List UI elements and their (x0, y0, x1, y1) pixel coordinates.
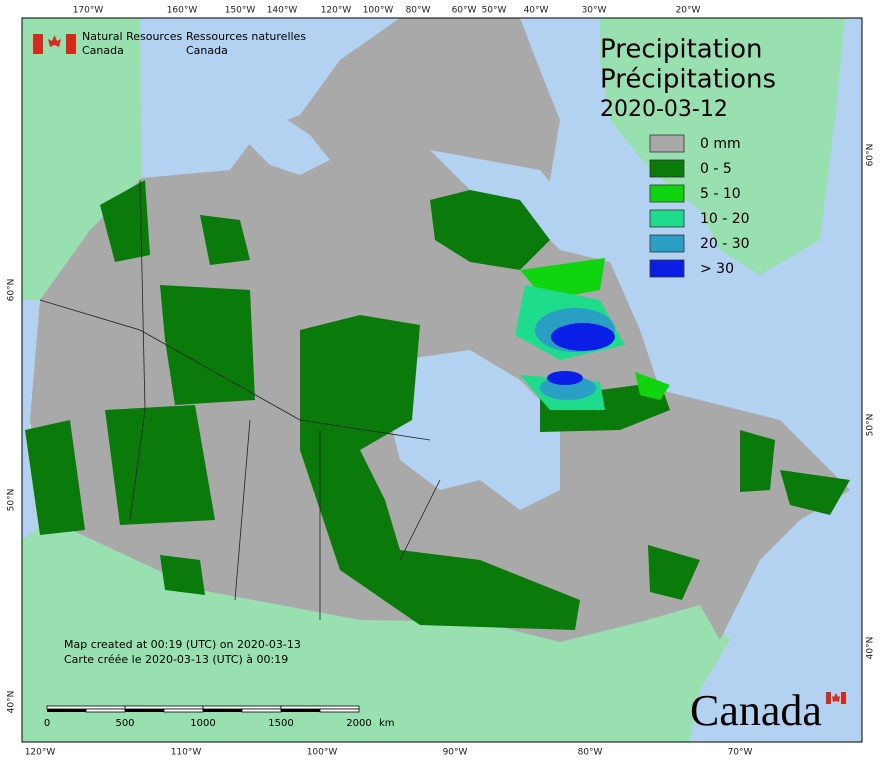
graticule-label: 50°N (7, 489, 17, 512)
graticule-label: 50°N (866, 414, 876, 437)
graticule-label: 160°W (167, 6, 198, 16)
graticule-label: 90°W (443, 748, 468, 758)
graticule-label: 100°W (363, 6, 394, 16)
graticule-label: 140°W (267, 6, 298, 16)
legend-label: 10 - 20 (700, 211, 750, 227)
title-en: Precipitation (600, 35, 763, 65)
wordmark: Canada (690, 686, 846, 735)
graticule-label: 170°W (73, 6, 104, 16)
title-date: 2020-03-12 (600, 97, 728, 122)
scale-segment (125, 709, 164, 712)
legend-swatch (649, 209, 685, 228)
scale-label: 1500 (268, 718, 293, 729)
graticule-label: 20°W (676, 6, 701, 16)
flag-bar (826, 692, 831, 704)
scale-segment (319, 708, 360, 713)
borders (39, 179, 441, 620)
frame (21, 17, 863, 743)
graticule-label: 120°W (25, 748, 56, 758)
flag-bar (66, 34, 76, 54)
legend-swatch (649, 259, 685, 278)
scale-segment (203, 709, 242, 712)
graticule-label: 60°N (7, 279, 17, 302)
scale-segment (124, 705, 204, 710)
graticule-label: 100°W (307, 748, 338, 758)
graticule-label: 110°W (171, 748, 202, 758)
scale-segment (163, 708, 204, 713)
precip-over-30 (547, 371, 583, 385)
scale-segment (241, 708, 282, 713)
legend-label: 0 mm (700, 136, 741, 152)
graticule-label: 70°W (728, 748, 753, 758)
legend-swatch (649, 134, 685, 153)
graticule-label: 150°W (225, 6, 256, 16)
legend-swatch (649, 234, 685, 253)
legend-label: 5 - 10 (700, 186, 741, 202)
agency-logo (33, 34, 76, 54)
graticule-label: 80°W (406, 6, 431, 16)
map-frame (21, 17, 863, 743)
credit: Carte créée le 2020-03-13 (UTC) à 00:19 (64, 653, 288, 666)
graticule-label: 30°W (582, 6, 607, 16)
maple-leaf (832, 693, 840, 702)
credit: Map created at 00:19 (UTC) on 2020-03-13 (64, 638, 301, 651)
graticule-label: 40°W (524, 6, 549, 16)
graticule-label: 60°N (866, 144, 876, 167)
scale-segment (47, 709, 86, 712)
graticule-label: 40°N (7, 691, 17, 714)
scale-label: 500 (115, 718, 134, 729)
agency-fr: Ressources naturelles (186, 30, 306, 43)
canada (30, 18, 850, 642)
hudson-bay (390, 350, 560, 510)
graticule-label: 120°W (321, 6, 352, 16)
greenland (600, 18, 845, 275)
alaska (22, 18, 142, 300)
title-fr: Précipitations (600, 65, 776, 95)
agency-en: Natural Resources (82, 30, 183, 43)
arctic-channel (245, 110, 330, 175)
agency-en: Canada (82, 44, 124, 57)
scale-segment (202, 705, 282, 710)
scale-label: 2000 (346, 718, 371, 729)
scale-segment (46, 705, 126, 710)
graticule-label: 50°W (482, 6, 507, 16)
flag-bar (33, 34, 43, 54)
maple-leaf (48, 35, 61, 47)
scale-unit: km (379, 718, 395, 729)
graticule-label: 80°W (578, 748, 603, 758)
scale-label: 1000 (190, 718, 215, 729)
united-states (22, 520, 730, 742)
scale-segment (280, 705, 360, 710)
graticule-label: 40°N (866, 637, 876, 660)
flag-bar (841, 692, 846, 704)
legend-swatch (649, 159, 685, 178)
agency-fr: Canada (186, 44, 228, 57)
scale-label: 0 (44, 718, 50, 729)
wordmark-text: Canada (690, 686, 822, 735)
scale-segment (85, 708, 126, 713)
precip-over-30 (551, 323, 615, 351)
legend-label: 20 - 30 (700, 236, 750, 252)
graticule-label: 60°W (452, 6, 477, 16)
legend-label: > 30 (700, 261, 734, 277)
legend-label: 0 - 5 (700, 161, 732, 177)
legend-swatch (649, 184, 685, 203)
scale-segment (281, 709, 320, 712)
